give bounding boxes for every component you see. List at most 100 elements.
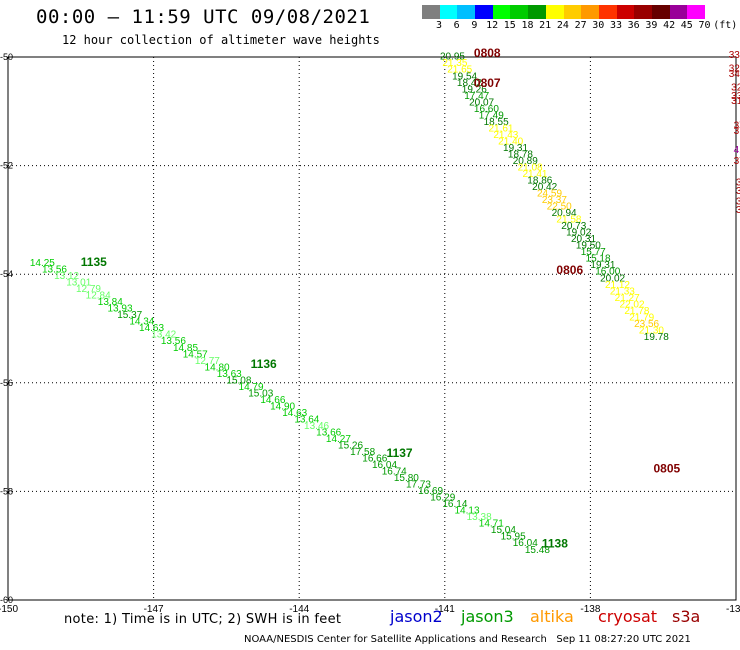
data-label: 21.78 — [624, 306, 649, 317]
data-label: 24.59 — [537, 189, 562, 200]
data-label: 37.6 — [734, 156, 740, 167]
data-label: 20.31 — [571, 234, 596, 245]
color-scale-bar — [422, 5, 705, 19]
data-label: 15.77 — [581, 247, 606, 258]
data-label: 18.86 — [527, 176, 552, 187]
data-label: 15.80 — [394, 473, 419, 484]
x-tick-label: -138 — [580, 604, 600, 615]
data-label: 15.48 — [525, 545, 550, 556]
data-label: 21.35 — [442, 58, 467, 69]
color-swatch — [492, 5, 511, 19]
data-label: 35 — [736, 205, 740, 216]
data-label: 19.02 — [566, 228, 591, 239]
timestamp-text: Sep 11 08:27:20 UTC 2021 — [556, 634, 691, 645]
data-label: 21.33 — [610, 286, 635, 297]
color-swatch — [651, 5, 670, 19]
data-label: 14.66 — [260, 395, 285, 406]
satellite-label-s3a: s3a — [672, 607, 701, 626]
color-swatch — [439, 5, 458, 19]
satellite-label-jason3: jason3 — [461, 607, 514, 626]
data-label: 14.34 — [129, 317, 154, 328]
color-swatch — [457, 5, 476, 19]
data-label: 21.43 — [493, 130, 518, 141]
color-scale-label: 33 — [609, 20, 623, 31]
color-swatch — [528, 5, 546, 19]
data-label: 14.90 — [270, 401, 295, 412]
y-tick-label: -52 — [0, 161, 13, 171]
data-label: 17.47 — [464, 91, 489, 102]
color-scale-label: 9 — [471, 20, 478, 31]
color-swatch — [510, 5, 529, 19]
data-label: 13.42 — [151, 330, 176, 341]
color-swatch — [616, 5, 635, 19]
data-label: 13.56 — [42, 265, 67, 276]
data-label: 16.29 — [430, 493, 455, 504]
color-scale-label: 30 — [592, 20, 605, 31]
data-label: 14.80 — [205, 362, 230, 373]
y-tick-label: -50 — [0, 52, 13, 62]
data-label: 15.04 — [491, 525, 516, 536]
data-label: 16.66 — [362, 454, 387, 465]
color-scale-label: 6 — [453, 20, 460, 31]
data-label: 13.12 — [54, 271, 79, 282]
pass-time-label: 1137 — [387, 446, 413, 460]
color-scale-label: 21 — [539, 20, 552, 31]
color-swatch — [634, 5, 652, 19]
x-tick-label: -141 — [435, 604, 455, 615]
x-tick-label: -144 — [289, 604, 309, 615]
x-tick-label: -147 — [144, 604, 164, 615]
pass-time-label: 0806 — [556, 263, 583, 277]
data-label: 22.50 — [547, 202, 572, 213]
data-label: 37.4 — [734, 121, 740, 132]
pass-time-label: 0807 — [474, 76, 501, 90]
data-label: 32.65 — [729, 64, 740, 75]
pass-time-label: 1136 — [251, 357, 277, 371]
data-label: 32.04 — [731, 83, 740, 94]
data-label: 15.95 — [501, 532, 526, 543]
data-label: 37 — [736, 186, 740, 197]
pass-time-label: 0805 — [653, 461, 680, 475]
color-scale-label: 27 — [574, 20, 587, 31]
color-scale-label: 18 — [521, 20, 534, 31]
data-label: 21.79 — [629, 312, 654, 323]
data-label: 17.58 — [350, 447, 375, 458]
pass-time-label: 1138 — [542, 536, 568, 550]
data-label: 19.31 — [503, 143, 528, 154]
data-label: 13.93 — [107, 304, 132, 315]
data-label: 16.60 — [474, 104, 499, 115]
color-swatch — [669, 5, 688, 19]
color-scale-label: 24 — [556, 20, 569, 31]
data-label: 18.78 — [508, 149, 533, 160]
data-label: 15.03 — [248, 388, 273, 399]
data-label: 14.63 — [139, 323, 164, 334]
data-label: 20.42 — [532, 182, 557, 193]
data-label: 33.24 — [729, 50, 740, 61]
data-label: 23.37 — [542, 195, 567, 206]
data-label: 13.66 — [316, 427, 341, 438]
color-swatch — [687, 5, 705, 19]
data-label: 14.13 — [455, 506, 480, 517]
data-label: 21.30 — [639, 325, 664, 336]
data-label: 13.01 — [66, 278, 91, 289]
data-label: 16.74 — [382, 467, 407, 478]
data-label: 21.27 — [615, 293, 640, 304]
data-label: 21.12 — [605, 280, 630, 291]
data-label: 12.84 — [86, 291, 111, 302]
data-label: 19.31 — [590, 260, 615, 271]
y-tick-label: -54 — [0, 269, 13, 279]
data-label: 14.63 — [282, 408, 307, 419]
color-swatch — [581, 5, 599, 19]
data-label: 14.25 — [30, 258, 55, 269]
chart-subtitle: 12 hour collection of altimeter wave hei… — [62, 33, 380, 47]
data-label: 13.46 — [304, 421, 329, 432]
data-label: 13.84 — [98, 297, 123, 308]
color-scale-label: 12 — [486, 20, 499, 31]
data-label: 31.8 — [731, 96, 740, 107]
data-label: 19.26 — [462, 84, 487, 95]
data-label: 20.02 — [600, 273, 625, 284]
data-label: 15.26 — [338, 441, 363, 452]
data-label: 21.41 — [522, 169, 547, 180]
data-label: 20.73 — [561, 221, 586, 232]
data-label: 12.79 — [76, 284, 101, 295]
